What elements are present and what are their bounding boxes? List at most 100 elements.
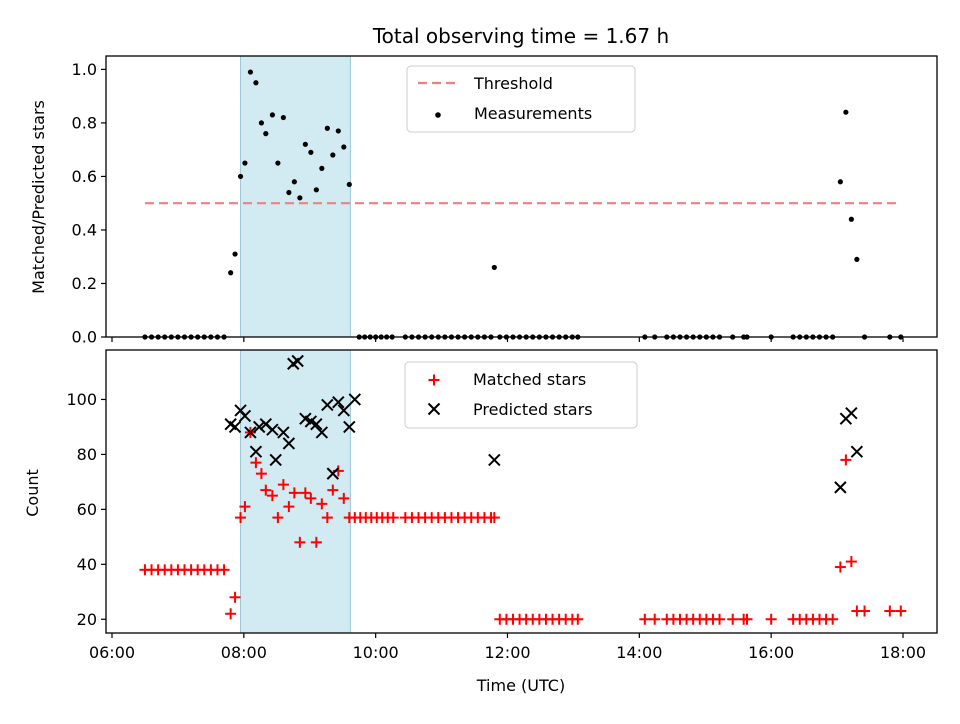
predicted-star-point	[277, 426, 290, 439]
measurement-point	[275, 160, 281, 166]
matched-stars-points	[139, 426, 907, 625]
measurement-point	[232, 251, 238, 257]
x-stroke	[343, 420, 356, 434]
measurement-point	[228, 270, 234, 276]
matched-star-point	[277, 479, 289, 491]
time-x-tick-label: 06:00	[89, 643, 135, 662]
legend-threshold-label: Threshold	[473, 74, 553, 93]
x-stroke	[427, 402, 441, 416]
matched-star-point	[235, 512, 247, 524]
count-panel-frame	[105, 349, 938, 634]
x-stroke	[315, 426, 329, 439]
matched-star-point	[488, 512, 500, 524]
x-stroke	[259, 417, 273, 431]
measurement-point	[341, 144, 347, 150]
matched-star-point	[765, 613, 777, 625]
measurement-point	[324, 125, 330, 131]
matched-star-point	[639, 613, 651, 625]
predicted-star-point	[850, 445, 864, 458]
matched-star-point	[229, 591, 241, 603]
time-x-tick-label: 12:00	[484, 643, 530, 662]
x-stroke	[269, 453, 282, 467]
count-legend: Matched stars Predicted stars	[404, 361, 638, 429]
predicted-star-point	[332, 395, 345, 409]
predicted-star-point	[321, 398, 334, 412]
time-x-axis: 06:00 08:00 10:00 12:00 14:00 16:00 18:00	[89, 633, 926, 662]
predicted-star-point	[253, 420, 266, 434]
time-x-axis-label: Time (UTC)	[476, 676, 565, 695]
measurement-point	[335, 128, 341, 134]
ratio-y-tick-label: 1.0	[72, 60, 97, 79]
matched-star-point	[310, 536, 322, 548]
matched-star-point	[714, 613, 726, 625]
x-stroke	[282, 437, 296, 450]
measurement-point	[286, 189, 292, 196]
x-stroke	[299, 412, 312, 425]
count-y-axis-label: Count	[23, 469, 42, 517]
x-stroke	[228, 420, 242, 434]
legend-matched-swatch	[428, 374, 440, 386]
x-stroke	[304, 415, 318, 428]
ratio-y-tick-label: 0.8	[72, 113, 97, 132]
predicted-star-point	[266, 423, 279, 436]
matched-star-point	[272, 512, 284, 524]
matched-star-point	[255, 468, 267, 480]
ratio-y-tick-label: 0.0	[72, 328, 97, 347]
matched-star-point	[294, 536, 306, 548]
measurement-point	[280, 114, 286, 121]
measurement-point	[302, 141, 308, 147]
matched-star-point	[649, 613, 661, 625]
predicted-star-point	[834, 481, 847, 494]
matched-star-point	[827, 613, 839, 625]
matched-star-point	[834, 561, 846, 573]
predicted-star-point	[326, 467, 340, 480]
chart-title: Total observing time = 1.67 h	[372, 24, 669, 48]
measurement-point	[848, 216, 854, 222]
matched-star-point	[266, 490, 278, 502]
count-panel: 20 40 60 80 100 06:00 08:00 10:00 12:00 14:00 16:…	[23, 349, 938, 695]
measurement-point	[330, 152, 336, 158]
matched-star-point	[260, 484, 272, 496]
x-stroke	[224, 417, 237, 431]
x-stroke	[332, 395, 345, 409]
x-stroke	[266, 423, 279, 436]
predicted-star-point	[310, 417, 323, 431]
ratio-y-axis-label: Matched/Predicted stars	[29, 100, 48, 294]
measurement-point	[297, 195, 303, 201]
ratio-legend-box	[406, 65, 636, 133]
x-stroke	[249, 445, 263, 458]
predicted-star-point	[343, 420, 356, 434]
count-y-tick-label: 100	[66, 390, 97, 409]
ratio-y-axis: 0.0 0.2 0.4 0.6 0.8 1.0	[72, 60, 106, 347]
legend-measurements-swatch	[435, 112, 441, 118]
legend-measurements-label: Measurements	[474, 104, 592, 123]
observing-interval-shade-lower	[240, 349, 351, 634]
x-stroke	[244, 426, 257, 439]
matched-star-point	[741, 613, 753, 625]
matched-star-point	[845, 556, 857, 568]
count-y-tick-label: 60	[77, 500, 97, 519]
predicted-star-point	[845, 406, 858, 420]
count-y-tick-label: 40	[77, 555, 97, 574]
time-x-tick-label: 14:00	[616, 643, 662, 662]
x-stroke	[277, 426, 290, 439]
x-stroke	[291, 354, 304, 368]
predicted-star-point	[249, 445, 263, 458]
matched-star-point	[299, 487, 311, 499]
legend-predicted-swatch	[427, 402, 441, 416]
matched-star-point	[884, 605, 896, 617]
observing-interval-shade	[240, 55, 351, 338]
count-y-axis: 20 40 60 80 100	[66, 390, 106, 629]
predicted-star-point	[238, 409, 252, 423]
x-stroke	[488, 453, 501, 467]
predicted-star-point	[228, 420, 242, 434]
matched-star-point	[327, 484, 339, 496]
time-x-tick-label: 18:00	[880, 643, 926, 662]
legend-matched-label: Matched stars	[473, 370, 586, 389]
measurement-point	[242, 160, 248, 166]
matched-star-point	[727, 613, 739, 625]
matched-star-point	[316, 498, 328, 510]
legend-plus-marker	[428, 374, 440, 386]
matched-star-point	[288, 487, 300, 499]
